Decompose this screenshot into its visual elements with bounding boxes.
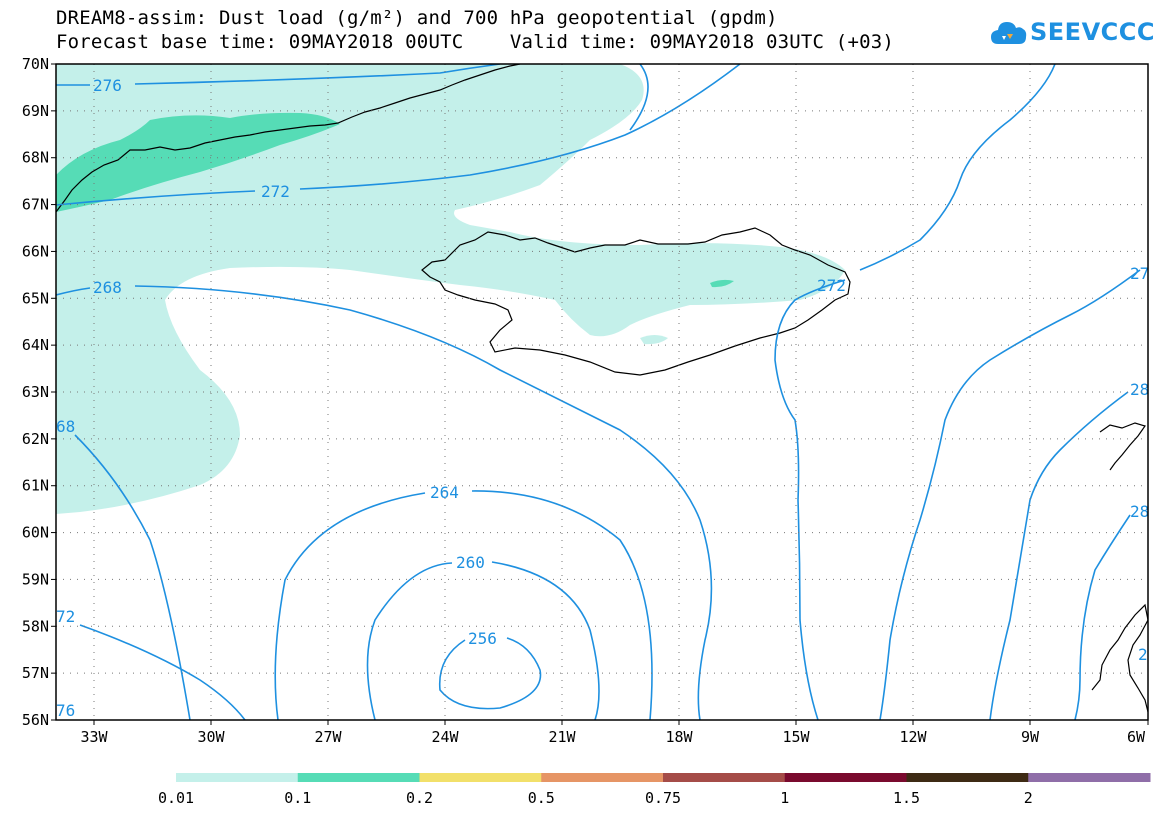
chart-title-line-1: DREAM8-assim: Dust load (g/m²) and 700 h…: [56, 7, 778, 29]
contour-276: [56, 64, 501, 86]
contour-label: 68: [56, 417, 75, 436]
latitude-label: 66N: [22, 242, 49, 260]
contour-264: [274, 490, 653, 720]
latitude-label: 68N: [22, 149, 49, 167]
iceland-coast: [421, 227, 851, 376]
longitude-label: 24W: [431, 728, 459, 746]
colorbar-segment: [419, 773, 542, 782]
contour-label: 272: [261, 182, 290, 201]
colorbar: 0.01 0.1 0.2 0.5 0.75 1 1.5 2: [158, 773, 1151, 807]
contour-268-east: [879, 269, 1141, 720]
latitude-label: 65N: [22, 289, 49, 307]
coastlines: [56, 64, 1148, 713]
dust-area-medium: [56, 112, 340, 212]
longitude-label: 18W: [665, 728, 693, 746]
colorbar-segment: [297, 773, 420, 782]
geopotential-contours: [56, 64, 1141, 720]
contour-east-280a: [989, 391, 1129, 720]
contour-label: 256: [468, 629, 497, 648]
latitude-label: 70N: [22, 55, 49, 73]
longitude-label: 15W: [782, 728, 810, 746]
colorbar-label: 0.2: [406, 789, 433, 807]
seevccc-logo: SEEVCCC: [990, 18, 1155, 46]
contour-label: 28: [1130, 380, 1149, 399]
greenland-coast: [56, 64, 521, 213]
colorbar-label: 1: [780, 789, 789, 807]
dust-area-light: [56, 64, 845, 514]
colorbar-label: 0.75: [645, 789, 681, 807]
contour-west-68: [74, 434, 191, 720]
cloud-icon: [991, 22, 1027, 44]
contour-256: [438, 637, 542, 710]
longitude-label: 27W: [314, 728, 342, 746]
colorbar-segment: [541, 773, 664, 782]
contour-label: 276: [93, 76, 122, 95]
faroe-islands: [1099, 422, 1146, 471]
latitude-label: 62N: [22, 430, 49, 448]
contour-268: [56, 285, 713, 720]
latitude-label: 60N: [22, 524, 49, 542]
colorbar-label: 0.01: [158, 789, 194, 807]
colorbar-label: 1.5: [893, 789, 920, 807]
dust-area-medium-patch: [710, 279, 734, 288]
contour-272-iceland: [774, 64, 1056, 720]
contour-label: 268: [93, 278, 122, 297]
contour-label: 260: [456, 553, 485, 572]
latitude-label: 56N: [22, 711, 49, 729]
logo-text: SEEVCCC: [1030, 18, 1155, 46]
longitude-label: 33W: [80, 728, 108, 746]
colorbar-label: 2: [1024, 789, 1033, 807]
colorbar-segment: [906, 773, 1029, 782]
latitude-label: 67N: [22, 196, 49, 214]
colorbar-label: 0.5: [528, 789, 555, 807]
contour-label: 28: [1130, 502, 1149, 521]
contour-label: 28: [1138, 645, 1157, 664]
latitude-label: 58N: [22, 617, 49, 635]
contour-272-north: [56, 64, 741, 206]
latitude-label: 57N: [22, 664, 49, 682]
colorbar-segment: [1028, 773, 1151, 782]
longitude-axis: 33W 30W 27W 24W 21W 18W 15W 12W 9W 6W: [80, 720, 1149, 746]
latitude-label: 69N: [22, 102, 49, 120]
longitude-label: 9W: [1021, 728, 1040, 746]
graticule: [56, 64, 1148, 720]
colorbar-segment: [663, 773, 786, 782]
contour-label: 72: [56, 607, 75, 626]
contour-label: 272: [817, 276, 846, 295]
contour-label: 27: [1130, 264, 1149, 283]
longitude-label: 12W: [899, 728, 927, 746]
contour-east-280b: [1074, 514, 1131, 720]
colorbar-label: 0.1: [284, 789, 311, 807]
longitude-label: 6W: [1127, 728, 1146, 746]
map-area: 276 272 268 264 260 256 272 27 28 28 28 …: [56, 64, 1157, 720]
longitude-label: 30W: [197, 728, 225, 746]
latitude-axis: 70N 69N 68N 67N 66N 65N 64N 63N 62N 61N 60N 59N 58N 5…: [22, 55, 56, 729]
longitude-label: 21W: [548, 728, 576, 746]
chart-title-line-2: Forecast base time: 09MAY2018 00UTC Vali…: [56, 31, 895, 53]
latitude-label: 59N: [22, 570, 49, 588]
contour-276-east: [629, 64, 649, 131]
contour-labels: 276 272 268 264 260 256 272 27 28 28 28 …: [56, 76, 1157, 720]
dust-area-light-patch: [640, 335, 668, 345]
colorbar-segment: [784, 773, 907, 782]
contour-west-72: [79, 624, 246, 720]
latitude-label: 61N: [22, 477, 49, 495]
contour-label: 264: [430, 483, 459, 502]
colorbar-segment: [176, 773, 299, 782]
scotland-coast: [1091, 603, 1148, 713]
contour-label: 76: [56, 701, 75, 720]
contour-260: [366, 561, 600, 720]
latitude-label: 63N: [22, 383, 49, 401]
latitude-label: 64N: [22, 336, 49, 354]
